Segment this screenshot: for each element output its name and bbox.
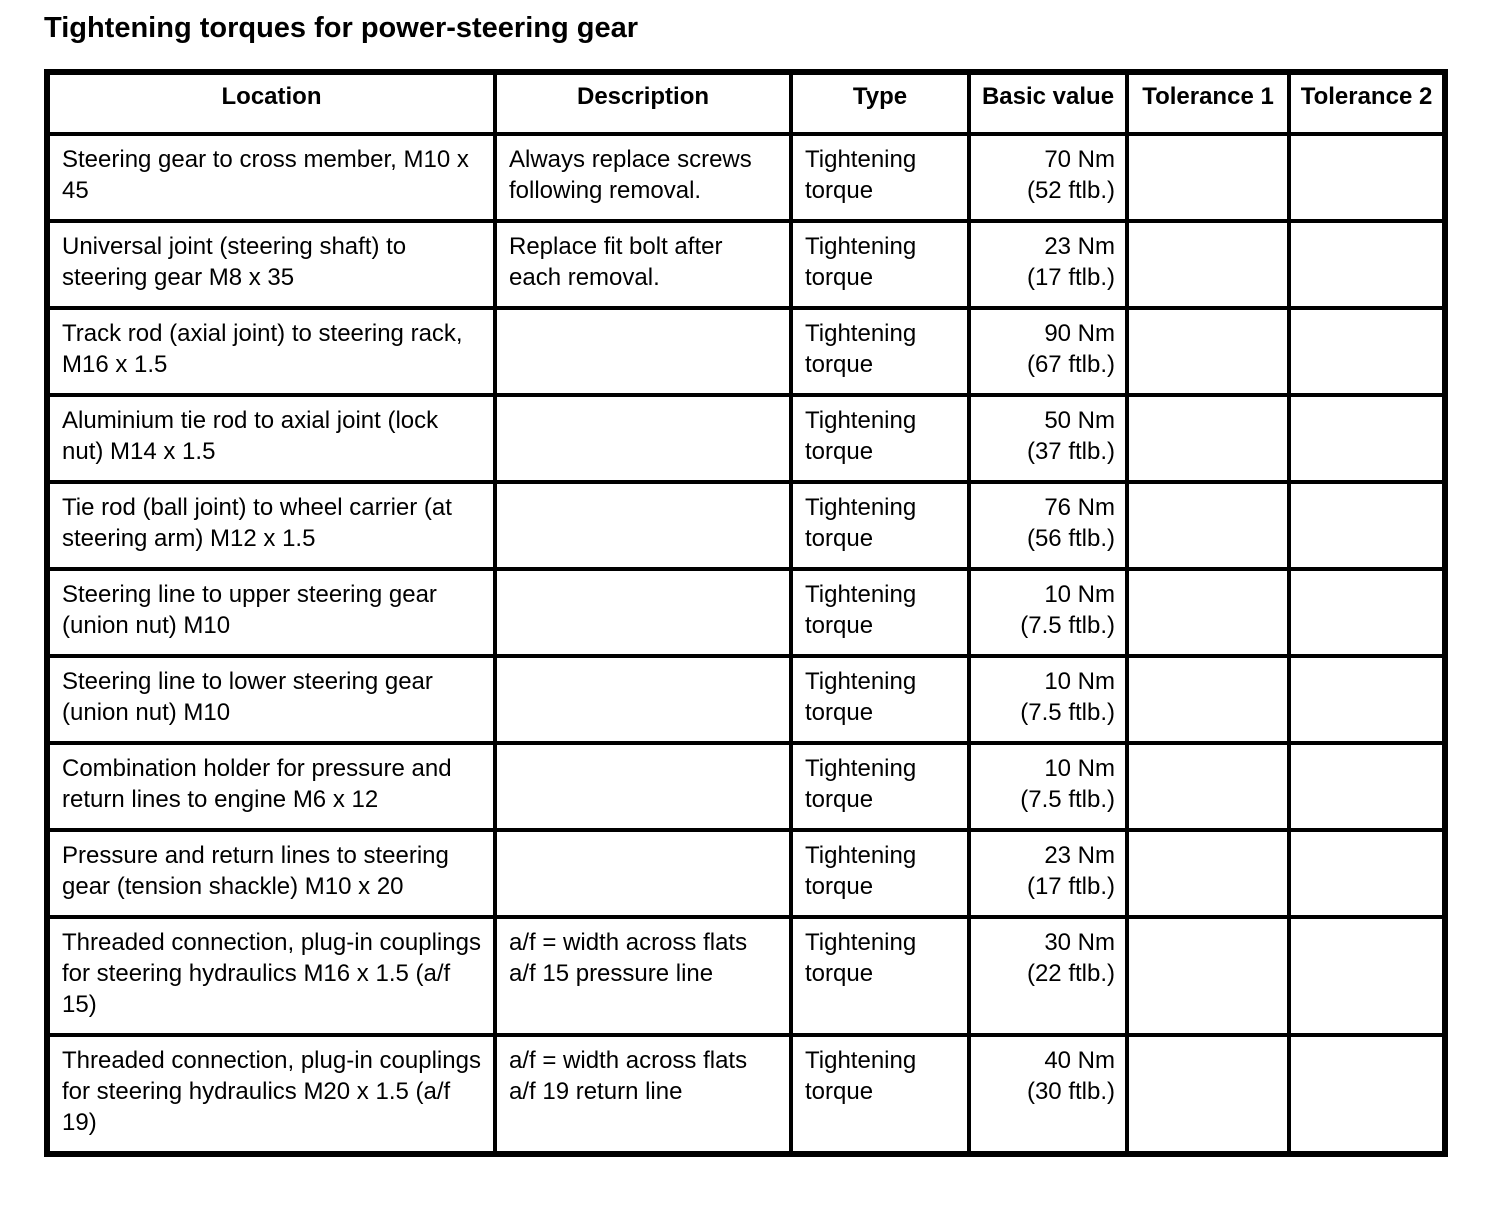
cell-type: Tightening torque bbox=[789, 219, 971, 310]
cell-tolerance-2 bbox=[1287, 654, 1447, 745]
column-header-tolerance-1: Tolerance 1 bbox=[1125, 70, 1291, 136]
cell-basic-value: 23 Nm (17 ftlb.) bbox=[967, 219, 1129, 310]
table-row: Universal joint (steering shaft) to stee… bbox=[45, 219, 1447, 310]
cell-basic-value: 90 Nm (67 ftlb.) bbox=[967, 306, 1129, 397]
cell-basic-value: 76 Nm (56 ftlb.) bbox=[967, 480, 1129, 571]
cell-location: Steering line to upper steering gear (un… bbox=[45, 567, 497, 658]
table-row: Pressure and return lines to steering ge… bbox=[45, 828, 1447, 919]
cell-type: Tightening torque bbox=[789, 567, 971, 658]
cell-basic-value: 10 Nm (7.5 ftlb.) bbox=[967, 741, 1129, 832]
column-header-description: Description bbox=[493, 70, 793, 136]
cell-basic-value: 10 Nm (7.5 ftlb.) bbox=[967, 567, 1129, 658]
cell-description bbox=[493, 567, 793, 658]
cell-location: Threaded connection, plug-in couplings f… bbox=[45, 915, 497, 1037]
cell-location: Steering gear to cross member, M10 x 45 bbox=[45, 132, 497, 223]
table-row: Tie rod (ball joint) to wheel carrier (a… bbox=[45, 480, 1447, 571]
cell-tolerance-1 bbox=[1125, 654, 1291, 745]
cell-tolerance-1 bbox=[1125, 219, 1291, 310]
cell-description: Replace fit bolt after each removal. bbox=[493, 219, 793, 310]
cell-type: Tightening torque bbox=[789, 654, 971, 745]
cell-tolerance-2 bbox=[1287, 915, 1447, 1037]
cell-location: Pressure and return lines to steering ge… bbox=[45, 828, 497, 919]
cell-tolerance-1 bbox=[1125, 828, 1291, 919]
cell-tolerance-1 bbox=[1125, 915, 1291, 1037]
column-header-type: Type bbox=[789, 70, 971, 136]
cell-tolerance-2 bbox=[1287, 741, 1447, 832]
cell-location: Combination holder for pressure and retu… bbox=[45, 741, 497, 832]
table-header-row: Location Description Type Basic value Tolera… bbox=[45, 70, 1447, 136]
cell-location: Aluminium tie rod to axial joint (lock n… bbox=[45, 393, 497, 484]
cell-tolerance-1 bbox=[1125, 741, 1291, 832]
cell-type: Tightening torque bbox=[789, 1033, 971, 1156]
page-title: Tightening torques for power-steering ge… bbox=[44, 12, 639, 44]
cell-type: Tightening torque bbox=[789, 132, 971, 223]
table-row: Steering line to lower steering gear (un… bbox=[45, 654, 1447, 745]
table-row: Threaded connection, plug-in couplings f… bbox=[45, 1033, 1447, 1156]
table-row: Aluminium tie rod to axial joint (lock n… bbox=[45, 393, 1447, 484]
column-header-tolerance-2: Tolerance 2 bbox=[1287, 70, 1447, 136]
cell-description bbox=[493, 393, 793, 484]
cell-description bbox=[493, 828, 793, 919]
cell-tolerance-1 bbox=[1125, 306, 1291, 397]
cell-type: Tightening torque bbox=[789, 306, 971, 397]
cell-description bbox=[493, 654, 793, 745]
cell-location: Threaded connection, plug-in couplings f… bbox=[45, 1033, 497, 1156]
tightening-torques-table: Location Description Type Basic value Tolera… bbox=[44, 69, 1448, 1157]
column-header-location: Location bbox=[45, 70, 497, 136]
table-row: Threaded connection, plug-in couplings f… bbox=[45, 915, 1447, 1037]
cell-location: Steering line to lower steering gear (un… bbox=[45, 654, 497, 745]
cell-type: Tightening torque bbox=[789, 915, 971, 1037]
cell-location: Universal joint (steering shaft) to stee… bbox=[45, 219, 497, 310]
cell-tolerance-2 bbox=[1287, 132, 1447, 223]
table-row: Track rod (axial joint) to steering rack… bbox=[45, 306, 1447, 397]
table-body: Steering gear to cross member, M10 x 45 A… bbox=[45, 132, 1447, 1156]
cell-basic-value: 23 Nm (17 ftlb.) bbox=[967, 828, 1129, 919]
cell-tolerance-2 bbox=[1287, 828, 1447, 919]
cell-tolerance-2 bbox=[1287, 480, 1447, 571]
cell-tolerance-1 bbox=[1125, 1033, 1291, 1156]
cell-description: a/f = width across flats a/f 19 return l… bbox=[493, 1033, 793, 1156]
cell-tolerance-2 bbox=[1287, 393, 1447, 484]
cell-location: Tie rod (ball joint) to wheel carrier (a… bbox=[45, 480, 497, 571]
cell-tolerance-1 bbox=[1125, 132, 1291, 223]
cell-tolerance-2 bbox=[1287, 567, 1447, 658]
cell-basic-value: 30 Nm (22 ftlb.) bbox=[967, 915, 1129, 1037]
cell-tolerance-2 bbox=[1287, 1033, 1447, 1156]
cell-tolerance-1 bbox=[1125, 567, 1291, 658]
cell-basic-value: 50 Nm (37 ftlb.) bbox=[967, 393, 1129, 484]
cell-tolerance-2 bbox=[1287, 219, 1447, 310]
cell-description bbox=[493, 306, 793, 397]
cell-type: Tightening torque bbox=[789, 393, 971, 484]
cell-description: Always replace screws following removal. bbox=[493, 132, 793, 223]
table-row: Steering line to upper steering gear (un… bbox=[45, 567, 1447, 658]
cell-basic-value: 10 Nm (7.5 ftlb.) bbox=[967, 654, 1129, 745]
column-header-basic-value: Basic value bbox=[967, 70, 1129, 136]
table-row: Steering gear to cross member, M10 x 45 A… bbox=[45, 132, 1447, 223]
cell-description: a/f = width across flats a/f 15 pressure… bbox=[493, 915, 793, 1037]
cell-type: Tightening torque bbox=[789, 480, 971, 571]
cell-tolerance-2 bbox=[1287, 306, 1447, 397]
cell-tolerance-1 bbox=[1125, 480, 1291, 571]
cell-tolerance-1 bbox=[1125, 393, 1291, 484]
table-header: Location Description Type Basic value Tolera… bbox=[45, 70, 1447, 136]
cell-description bbox=[493, 480, 793, 571]
cell-type: Tightening torque bbox=[789, 741, 971, 832]
cell-location: Track rod (axial joint) to steering rack… bbox=[45, 306, 497, 397]
cell-basic-value: 70 Nm (52 ftlb.) bbox=[967, 132, 1129, 223]
cell-description bbox=[493, 741, 793, 832]
cell-basic-value: 40 Nm (30 ftlb.) bbox=[967, 1033, 1129, 1156]
cell-type: Tightening torque bbox=[789, 828, 971, 919]
table-row: Combination holder for pressure and retu… bbox=[45, 741, 1447, 832]
